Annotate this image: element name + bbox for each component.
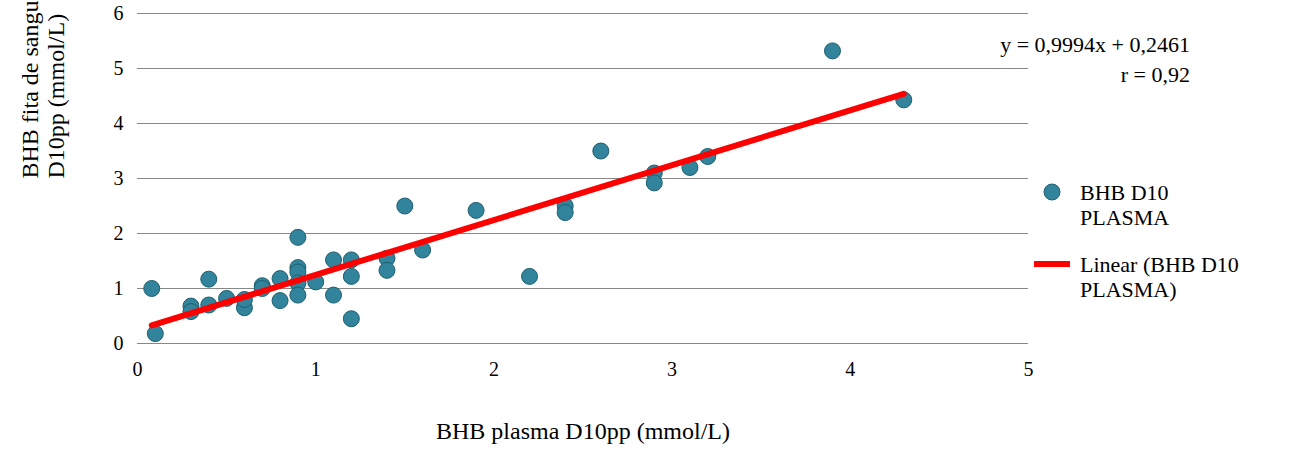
svg-text:0: 0 [133, 358, 143, 380]
svg-text:1: 1 [114, 277, 124, 299]
svg-text:1: 1 [311, 358, 321, 380]
svg-text:3: 3 [114, 167, 124, 189]
svg-text:BHB fita de sangueD10pp (mmol/: BHB fita de sangueD10pp (mmol/L) [17, 0, 69, 179]
html-text:Linear (BHB D10 PLASMA): Linear (BHB D10 PLASMA) [1080, 252, 1239, 302]
html-text:r = 0,92: r = 0,92 [1120, 62, 1190, 87]
svg-text:4: 4 [845, 358, 855, 380]
html-text:BHB D10 PLASMA: BHB D10 PLASMA [1080, 180, 1170, 230]
svg-text:BHB plasma D10pp (mmol/L): BHB plasma D10pp (mmol/L) [436, 418, 730, 444]
svg-text:6: 6 [114, 2, 124, 24]
svg-text:5: 5 [1024, 358, 1034, 380]
svg-text:0: 0 [114, 332, 124, 354]
svg-text:4: 4 [114, 112, 124, 134]
svg-text:2: 2 [489, 358, 499, 380]
svg-text:5: 5 [114, 57, 124, 79]
html-text:y = 0,9994x + 0,2461: y = 0,9994x + 0,2461 [1000, 32, 1190, 57]
svg-text:2: 2 [114, 222, 124, 244]
svg-text:3: 3 [667, 358, 677, 380]
